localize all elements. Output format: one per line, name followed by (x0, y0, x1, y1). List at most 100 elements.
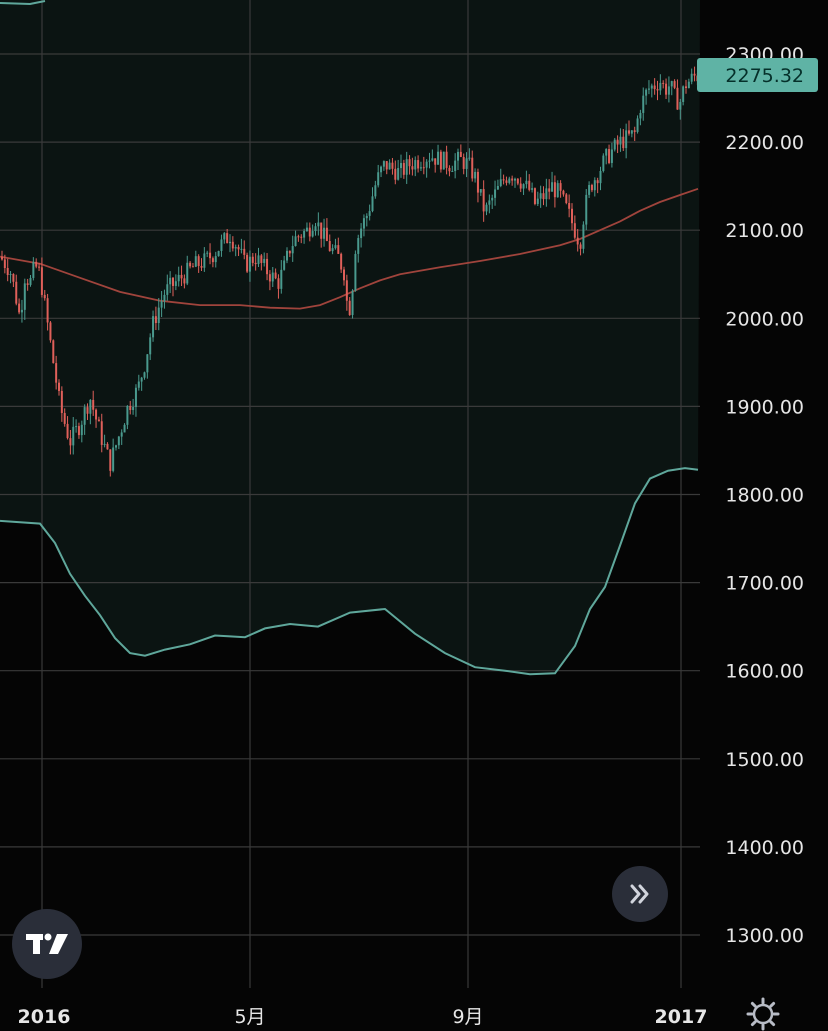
candle-body (254, 262, 257, 265)
candle-body (402, 163, 405, 175)
candlestick (220, 234, 223, 257)
candlestick (283, 255, 286, 271)
candlestick (610, 142, 613, 168)
candle-body (457, 151, 459, 161)
candlestick (542, 186, 545, 206)
candlestick (9, 270, 12, 284)
candle-body (397, 168, 400, 180)
candlestick (246, 252, 249, 274)
candlestick (602, 153, 605, 173)
candle-body (522, 184, 525, 189)
candle-body (505, 180, 508, 183)
price-tick-label: 1900.00 (725, 396, 804, 418)
candle-body (112, 447, 115, 471)
candlestick (23, 278, 26, 320)
tradingview-logo[interactable] (12, 909, 82, 979)
candle-body (308, 227, 311, 237)
candlestick (83, 404, 86, 435)
candle-body (422, 167, 425, 169)
candlestick (103, 434, 106, 448)
candlestick (482, 180, 485, 222)
candlestick (32, 257, 35, 281)
candle-body (35, 261, 38, 267)
price-axis[interactable]: 2300.002200.002100.002000.001900.001800.… (697, 0, 828, 1030)
candle-body (317, 222, 320, 227)
candlestick (6, 258, 9, 282)
candlestick (428, 152, 431, 169)
candlestick (100, 413, 103, 453)
candlestick (43, 289, 46, 301)
candlestick (533, 187, 536, 206)
candlestick (451, 165, 454, 173)
candlestick (667, 76, 670, 103)
candle-body (511, 178, 514, 181)
candle-body (451, 171, 454, 173)
candle-body (548, 188, 551, 192)
time-tick-label: 5月 (234, 1006, 265, 1028)
candlestick (665, 78, 668, 100)
candlestick (351, 289, 354, 319)
candlestick (223, 232, 226, 244)
plot-area[interactable] (0, 0, 700, 988)
candle-body (314, 226, 317, 232)
candlestick (425, 159, 428, 178)
candlestick (211, 256, 214, 268)
candlestick (519, 177, 522, 193)
candle-body (400, 163, 402, 169)
candle-body (328, 240, 331, 252)
candle-body (154, 316, 157, 324)
settings-gear-icon[interactable] (746, 997, 780, 1031)
candlestick (608, 144, 611, 165)
candlestick (382, 160, 385, 171)
candle-body (462, 156, 465, 169)
candle-body (519, 183, 522, 189)
candle-body (15, 281, 18, 304)
candle-body (459, 151, 462, 157)
candlestick (291, 235, 294, 262)
candlestick (442, 151, 445, 170)
candlestick (505, 176, 508, 186)
candlestick (365, 213, 368, 227)
candle-body (602, 155, 605, 171)
candle-body (246, 254, 249, 272)
candlestick (371, 187, 374, 213)
candle-body (494, 189, 497, 198)
candlestick (3, 254, 6, 274)
candlestick (20, 299, 23, 323)
candle-body (693, 73, 696, 76)
candle-body (86, 407, 89, 414)
candle-body (659, 82, 662, 91)
candle-body (277, 278, 280, 289)
candle-body (445, 151, 448, 168)
candlestick (414, 156, 417, 177)
candlestick (391, 157, 394, 175)
candlestick (174, 274, 177, 291)
candlestick (593, 177, 596, 197)
candle-body (38, 266, 41, 268)
candle-body (3, 259, 6, 269)
candle-body (334, 245, 337, 249)
candle-body (565, 194, 568, 204)
candle-body (653, 85, 656, 90)
candle-body (362, 218, 365, 229)
candle-body (231, 241, 234, 249)
candle-body (419, 167, 422, 169)
candlestick (514, 177, 516, 188)
time-axis[interactable]: 2016 5月 9月 2017 (18, 1006, 708, 1028)
candle-body (496, 186, 499, 190)
candlestick (268, 270, 271, 291)
candle-body (126, 405, 129, 425)
candlestick (280, 260, 283, 294)
candlestick (331, 244, 334, 255)
candle-body (647, 88, 650, 90)
candlestick (314, 223, 317, 236)
price-tick-label: 1700.00 (725, 573, 804, 595)
candle-body (180, 274, 183, 279)
candle-body (562, 190, 565, 195)
scroll-to-realtime-button[interactable] (612, 866, 668, 922)
candlestick (311, 224, 314, 238)
candle-body (425, 161, 428, 168)
candlestick (305, 222, 308, 232)
candle-body (377, 172, 380, 186)
